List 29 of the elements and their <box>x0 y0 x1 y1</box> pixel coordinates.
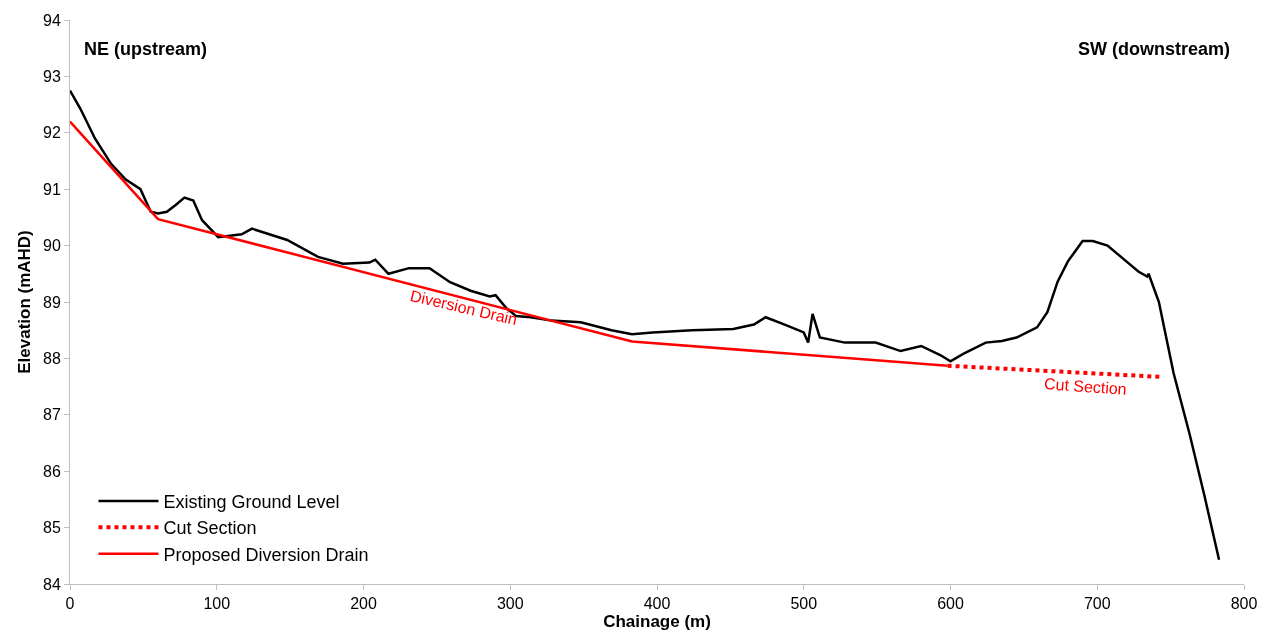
x-tick-label: 500 <box>790 595 818 613</box>
y-tick-label: 93 <box>43 68 61 85</box>
legend-label: Existing Ground Level <box>163 491 340 512</box>
y-tick-label: 87 <box>43 406 61 424</box>
y-axis-title: Elevation (mAHD) <box>14 230 34 374</box>
x-tick-label: 0 <box>65 595 75 613</box>
y-tick-label: 89 <box>43 293 61 311</box>
annotation: Diversion Drain <box>408 287 519 329</box>
legend-label: Cut Section <box>163 518 257 539</box>
x-tick-label: 700 <box>1083 595 1111 613</box>
annotation: NE (upstream) <box>84 39 208 59</box>
x-tick-label: 200 <box>350 595 377 613</box>
annotation: Cut Section <box>1043 375 1128 398</box>
y-tick-label: 86 <box>43 462 61 480</box>
x-tick-label: 400 <box>643 595 671 613</box>
legend-label: Proposed Diversion Drain <box>163 544 369 565</box>
y-tick-label: 91 <box>43 180 61 198</box>
y-tick-label: 84 <box>43 575 61 593</box>
x-axis-title: Chainage (m) <box>603 612 711 632</box>
y-tick-label: 90 <box>43 237 61 255</box>
y-tick-label: 88 <box>43 350 61 367</box>
x-tick-label: 300 <box>496 595 524 613</box>
y-tick-label: 92 <box>43 124 61 142</box>
y-tick-label: 94 <box>43 11 61 29</box>
y-tick-label: 85 <box>43 519 61 537</box>
x-tick-label: 100 <box>203 595 231 613</box>
x-tick-label: 600 <box>937 595 964 613</box>
annotation: SW (downstream) <box>1078 39 1231 59</box>
x-tick-label: 800 <box>1230 595 1258 613</box>
